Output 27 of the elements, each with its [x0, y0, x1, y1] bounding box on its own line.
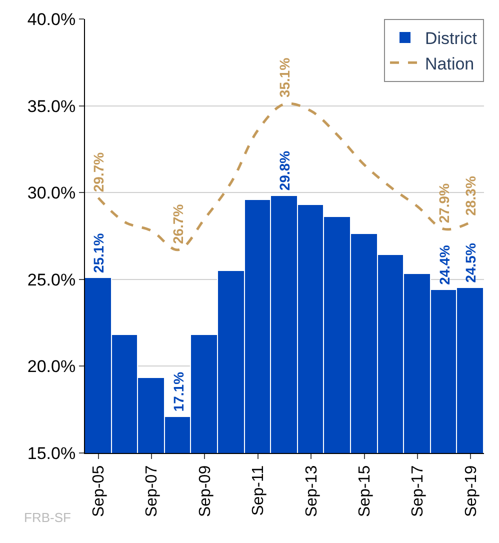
text: FRB-SF — [24, 510, 71, 525]
data-label: 29.8% — [276, 150, 292, 191]
data-label: 28.3% — [462, 176, 479, 216]
data-label: 29.7% — [90, 152, 106, 192]
y-tick-label: 20.0% — [27, 357, 76, 376]
y-tick-label: 25.0% — [27, 270, 76, 290]
y-tick-label: 35.0% — [27, 96, 76, 116]
x-tick-label: Sep-17 — [410, 465, 427, 517]
x-tick-label: Sep-07 — [144, 465, 161, 517]
data-label: 24.5% — [462, 242, 479, 283]
x-tick-label: Sep-09 — [196, 465, 214, 517]
y-tick-label: 30.0% — [27, 184, 76, 203]
x-tick-label: Sep-19 — [462, 465, 480, 517]
data-label: 24.4% — [436, 244, 452, 285]
legend-label: Nation — [425, 54, 474, 74]
data-label: 17.1% — [170, 371, 187, 412]
x-tick-label: Sep-15 — [356, 465, 374, 517]
x-tick-label: Sep-11 — [250, 465, 268, 516]
legend-label: District — [425, 29, 478, 48]
x-tick-label: Sep-13 — [303, 465, 320, 517]
data-label: 35.1% — [276, 57, 292, 98]
y-tick-label: 40.0% — [27, 10, 76, 29]
data-label: 26.7% — [170, 204, 186, 244]
x-tick-label: Sep-05 — [90, 465, 108, 517]
data-label: 25.1% — [90, 232, 107, 273]
y-tick-label: 15.0% — [27, 444, 76, 463]
data-label: 27.9% — [436, 182, 452, 224]
